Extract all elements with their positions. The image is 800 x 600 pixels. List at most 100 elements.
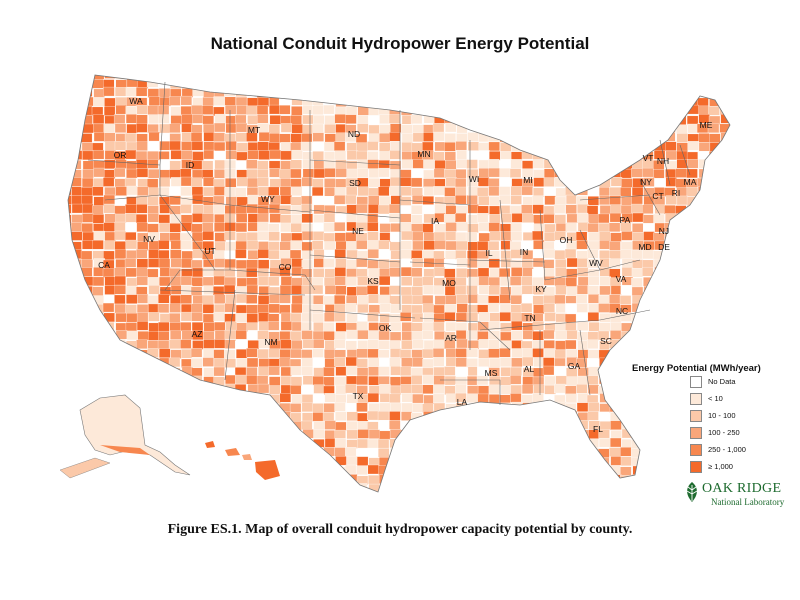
county-cell bbox=[82, 375, 94, 385]
county-cell bbox=[323, 88, 335, 98]
county-cell bbox=[433, 186, 445, 196]
county-cell bbox=[279, 186, 292, 196]
county-cell bbox=[235, 160, 248, 170]
county-cell bbox=[258, 493, 269, 502]
county-cell bbox=[643, 303, 655, 314]
county-cell bbox=[423, 169, 435, 180]
county-cell bbox=[698, 142, 711, 152]
county-cell bbox=[510, 186, 522, 196]
county-cell bbox=[675, 294, 687, 304]
county-cell bbox=[290, 196, 303, 207]
county-cell bbox=[311, 447, 324, 457]
county-cell bbox=[334, 275, 346, 286]
county-cell bbox=[279, 241, 291, 251]
county-cell bbox=[114, 221, 126, 232]
county-cell bbox=[80, 250, 93, 261]
county-cell bbox=[367, 438, 379, 449]
county-cell bbox=[500, 419, 512, 430]
legend-title: Energy Potential (MWh/year) bbox=[632, 363, 761, 374]
county-cell bbox=[620, 204, 633, 215]
county-cell bbox=[148, 312, 160, 322]
county-cell bbox=[642, 141, 654, 152]
county-cell bbox=[576, 212, 589, 223]
county-cell bbox=[499, 168, 511, 178]
county-cell bbox=[124, 258, 137, 268]
county-cell bbox=[708, 302, 721, 313]
county-cell bbox=[510, 231, 523, 241]
county-cell bbox=[335, 213, 347, 223]
county-cell bbox=[345, 303, 357, 313]
county-cell bbox=[378, 75, 390, 81]
county-cell bbox=[732, 169, 743, 178]
county-cell bbox=[643, 285, 655, 296]
county-cell bbox=[93, 196, 105, 206]
county-cell bbox=[731, 313, 742, 322]
county-cell bbox=[697, 97, 709, 108]
county-cell bbox=[312, 348, 324, 358]
state-label-la: LA bbox=[457, 397, 468, 407]
county-cell bbox=[82, 96, 94, 107]
county-cell bbox=[246, 259, 258, 269]
county-cell bbox=[422, 358, 434, 369]
county-cell bbox=[565, 222, 577, 232]
county-cell bbox=[609, 384, 621, 394]
county-cell bbox=[489, 411, 501, 421]
county-cell bbox=[389, 331, 402, 342]
us-outline bbox=[67, 74, 731, 493]
county-cell bbox=[652, 250, 665, 260]
county-cell bbox=[334, 402, 346, 412]
county-cell bbox=[544, 195, 556, 205]
county-cell bbox=[477, 294, 489, 305]
county-cell bbox=[202, 75, 215, 80]
county-cell bbox=[213, 483, 225, 492]
county-cell bbox=[335, 178, 347, 189]
county-cell bbox=[423, 159, 435, 170]
county-cell bbox=[631, 277, 643, 288]
county-cell bbox=[235, 213, 248, 223]
county-cell bbox=[213, 78, 225, 88]
county-cell bbox=[214, 321, 226, 332]
county-cell bbox=[587, 339, 599, 349]
county-cell bbox=[522, 213, 534, 224]
county-cell bbox=[93, 123, 105, 134]
legend-swatch bbox=[690, 461, 702, 473]
county-cell bbox=[476, 213, 489, 223]
county-cell bbox=[214, 241, 226, 252]
county-cell bbox=[280, 366, 293, 377]
county-cell bbox=[303, 494, 314, 503]
county-cell bbox=[598, 295, 610, 305]
county-cell bbox=[356, 257, 368, 268]
county-cell bbox=[544, 438, 556, 449]
county-cell bbox=[467, 276, 480, 287]
county-cell bbox=[532, 331, 544, 341]
county-cell bbox=[235, 374, 247, 385]
county-cell bbox=[577, 141, 589, 152]
county-cell bbox=[587, 223, 599, 233]
county-cell bbox=[631, 132, 643, 142]
county-cell bbox=[169, 187, 181, 197]
county-cell bbox=[543, 421, 556, 431]
county-cell bbox=[378, 349, 390, 359]
county-cell bbox=[555, 285, 567, 295]
county-cell bbox=[346, 259, 358, 269]
county-cell bbox=[456, 258, 468, 268]
county-cell bbox=[489, 268, 501, 278]
county-cell bbox=[388, 114, 401, 124]
county-cell bbox=[70, 403, 82, 413]
state-label-id: ID bbox=[186, 160, 195, 170]
county-cell bbox=[500, 231, 513, 241]
county-cell bbox=[201, 412, 214, 422]
county-cell bbox=[500, 88, 512, 98]
county-cell bbox=[730, 286, 741, 295]
county-cell bbox=[423, 86, 435, 97]
county-cell bbox=[257, 383, 270, 394]
county-cell bbox=[180, 275, 193, 286]
county-cell bbox=[124, 133, 137, 143]
county-cell bbox=[170, 330, 182, 340]
county-cell bbox=[401, 75, 413, 79]
county-cell bbox=[345, 383, 357, 394]
county-cell bbox=[600, 493, 611, 502]
county-cell bbox=[170, 150, 182, 160]
county-cell bbox=[445, 222, 457, 232]
county-cell bbox=[410, 177, 423, 188]
